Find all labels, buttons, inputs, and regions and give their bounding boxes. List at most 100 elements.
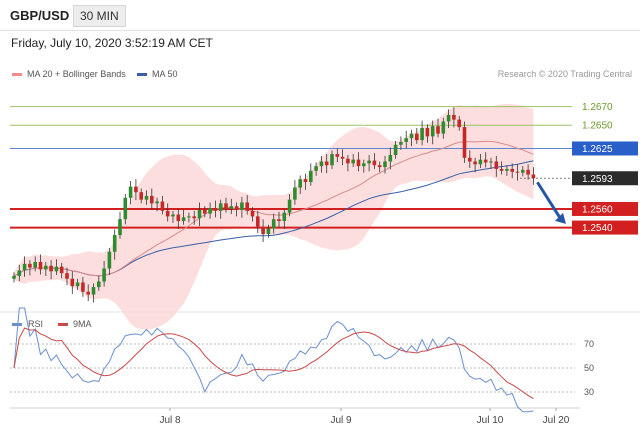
candle-body (33, 261, 37, 268)
candle-body (218, 203, 223, 211)
candle-body (404, 138, 408, 142)
candle-body (165, 210, 170, 217)
candle-body (38, 261, 43, 270)
candle-body (383, 161, 387, 168)
candle-body (372, 160, 377, 166)
candle-body (150, 195, 154, 204)
candle-body (510, 168, 514, 172)
candle-body (446, 114, 451, 122)
projection-arrowhead (555, 212, 566, 224)
candle-body (499, 168, 504, 171)
candle-body (81, 282, 85, 292)
x-tick-label: Jul 20 (543, 415, 570, 426)
candle-body (97, 281, 101, 288)
candle-body (229, 206, 234, 209)
candle-body (139, 192, 143, 200)
candle-body (17, 270, 22, 276)
candle-body (319, 161, 324, 167)
candle-body (399, 141, 403, 145)
level-label: 1.2560 (582, 204, 613, 215)
level-label-bg (572, 171, 638, 186)
level-label: 1.2650 (582, 121, 613, 132)
candle-body (282, 212, 287, 222)
candle-body (521, 169, 525, 173)
level-label-bg (572, 141, 638, 156)
legend-ma20: MA 20 + Bollinger Bands (12, 69, 126, 79)
level-label: 1.2625 (582, 144, 613, 155)
candle-body (478, 159, 483, 165)
candle-body (473, 161, 477, 165)
candle-body (314, 166, 318, 171)
candle-body (86, 291, 90, 295)
candle-body (367, 160, 371, 164)
candle-body (430, 126, 435, 137)
level-label: 1.2540 (582, 223, 613, 234)
candle-body (266, 228, 271, 235)
candle-body (234, 206, 239, 210)
candle-body (526, 169, 530, 175)
candle-body (483, 159, 488, 163)
candle-body (425, 128, 430, 137)
rsi-ma-line (13, 327, 534, 400)
candle-body (330, 154, 334, 166)
chart-datetime: Friday, July 10, 2020 3:52:19 AM CET (11, 36, 213, 50)
candle-body (494, 161, 499, 169)
chart-header: GBP/USD 30 MIN (0, 0, 640, 31)
candle-body (213, 208, 218, 211)
projection-arrow (536, 181, 562, 219)
watermark: Research © 2020 Trading Central (497, 69, 632, 79)
candle-body (44, 265, 48, 270)
candle-body (197, 209, 202, 219)
candle-body (377, 165, 382, 168)
candle-body (176, 214, 181, 222)
candle-body (340, 156, 345, 159)
candle-body (436, 126, 440, 134)
candle-body (49, 265, 53, 272)
candle-body (181, 217, 186, 222)
level-label-bg (572, 201, 638, 216)
ma20-label: MA 20 + Bollinger Bands (27, 69, 126, 79)
x-tick-label: Jul 8 (159, 415, 181, 426)
ma20-swatch (12, 73, 22, 77)
candle-body (224, 203, 228, 209)
candle-body (415, 133, 419, 141)
candle-body (144, 195, 149, 200)
candle-body (22, 263, 27, 271)
candle-body (393, 144, 398, 155)
rsi-ma-swatch (58, 323, 68, 326)
candle-body (515, 171, 520, 173)
candle-body (441, 121, 446, 134)
candle-body (489, 161, 493, 163)
candle-body (192, 216, 196, 219)
level-label-bg (572, 220, 638, 235)
rsi-legend-label: RSI (28, 319, 43, 329)
candle-body (128, 186, 133, 198)
candle-body (70, 278, 75, 287)
candle-body (75, 282, 80, 287)
rsi-ma-legend-label: 9MA (73, 319, 92, 329)
candle-body (155, 201, 159, 204)
candle-body (187, 216, 191, 218)
candle-body (457, 119, 461, 128)
candle-body (203, 209, 207, 214)
ma50-swatch (137, 73, 147, 77)
candle-body (324, 161, 329, 166)
rsi-tick-label: 70 (584, 339, 594, 349)
candle-body (287, 199, 292, 213)
candle-body (59, 266, 64, 274)
candle-body (309, 170, 313, 182)
candle-body (271, 219, 276, 229)
candle-body (468, 157, 472, 162)
timeframe-button[interactable]: 30 MIN (73, 5, 126, 27)
rsi-tick-label: 50 (584, 363, 594, 373)
candle-body (362, 163, 366, 167)
candle-body (208, 208, 212, 214)
candle-body (351, 159, 355, 164)
candle-body (531, 174, 536, 179)
candle-body (293, 187, 297, 200)
candle-body (356, 159, 361, 167)
candle-body (335, 154, 340, 157)
candle-body (261, 226, 265, 235)
candle-body (298, 179, 302, 188)
